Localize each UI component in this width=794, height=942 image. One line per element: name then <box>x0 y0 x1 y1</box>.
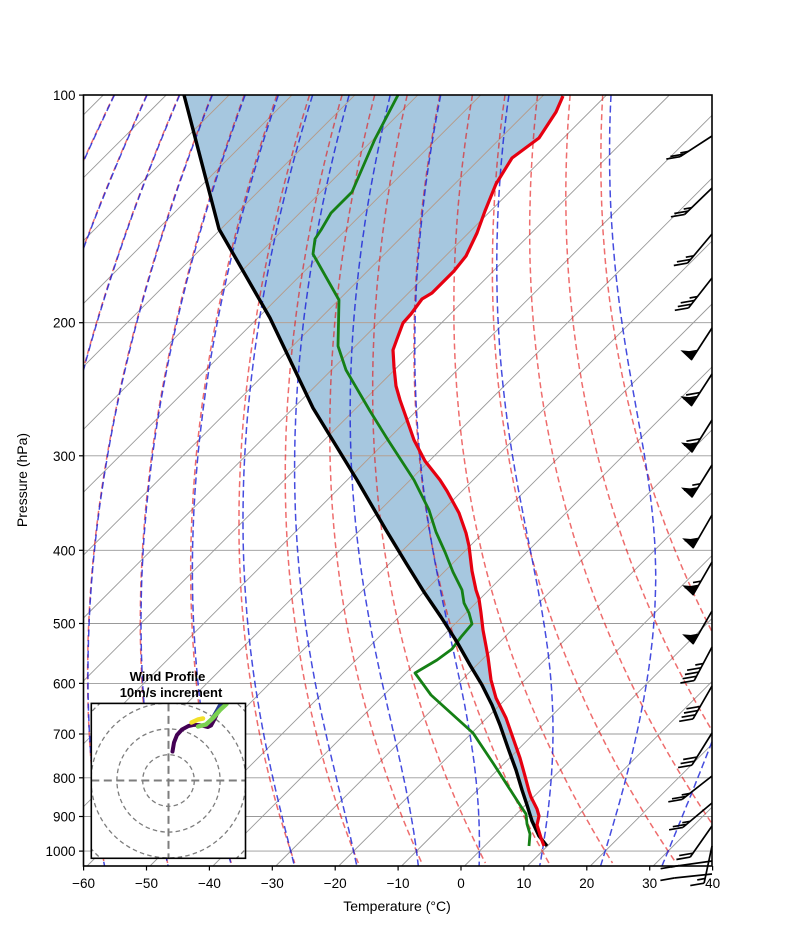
svg-text:30: 30 <box>642 876 657 891</box>
svg-text:500: 500 <box>53 617 76 632</box>
svg-text:0: 0 <box>457 876 465 891</box>
svg-text:Wind Profile: Wind Profile <box>130 669 206 684</box>
svg-text:−40: −40 <box>198 876 221 891</box>
svg-text:600: 600 <box>53 676 76 691</box>
svg-text:200: 200 <box>53 316 76 331</box>
svg-text:800: 800 <box>53 771 76 786</box>
svg-text:400: 400 <box>53 543 76 558</box>
svg-text:700: 700 <box>53 727 76 742</box>
svg-text:−10: −10 <box>387 876 410 891</box>
svg-text:−30: −30 <box>261 876 284 891</box>
svg-text:900: 900 <box>53 810 76 825</box>
svg-text:10m/s increment: 10m/s increment <box>120 685 223 700</box>
svg-text:300: 300 <box>53 449 76 464</box>
svg-text:10: 10 <box>516 876 531 891</box>
svg-text:−60: −60 <box>72 876 95 891</box>
svg-text:Pressure (hPa): Pressure (hPa) <box>14 433 30 527</box>
svg-text:1000: 1000 <box>45 844 75 859</box>
svg-text:−50: −50 <box>135 876 158 891</box>
svg-text:Temperature (°C): Temperature (°C) <box>343 898 451 914</box>
svg-text:−20: −20 <box>324 876 347 891</box>
svg-text:100: 100 <box>53 88 76 103</box>
svg-text:40: 40 <box>705 876 720 891</box>
svg-text:20: 20 <box>579 876 594 891</box>
